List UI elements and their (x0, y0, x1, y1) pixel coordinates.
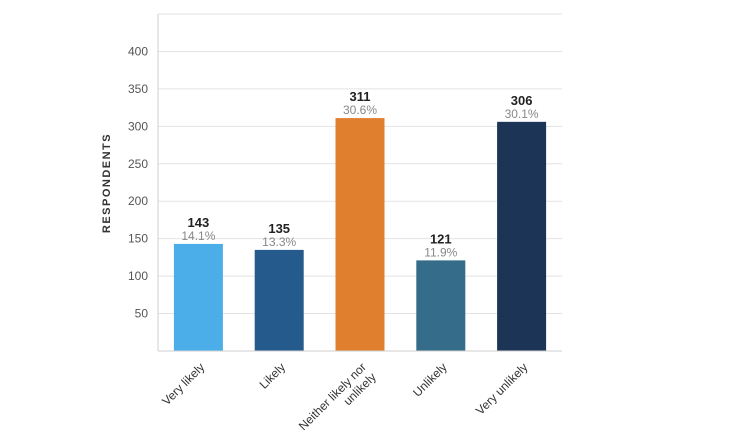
value-label: 311 (350, 89, 371, 104)
bar (335, 118, 385, 352)
x-tick-label: Unlikely (410, 360, 450, 400)
y-tick-label: 400 (128, 44, 148, 58)
percent-label: 30.1% (505, 107, 539, 121)
y-axis-ticks: 50 100 150 200 250 300 350 400 (128, 44, 148, 320)
y-tick-label: 250 (128, 157, 148, 171)
percent-label: 13.3% (262, 235, 296, 249)
x-tick-label: Very likely (159, 360, 207, 408)
x-tick-label: Very unlikely (473, 360, 531, 418)
value-label: 143 (188, 215, 210, 230)
x-tick-label: Likely (257, 360, 289, 392)
percent-label: 30.6% (343, 103, 377, 117)
value-label: 135 (268, 221, 290, 236)
x-tick-label-line: Likely (257, 360, 289, 392)
y-tick-label: 200 (128, 194, 148, 208)
bar (497, 121, 547, 351)
x-tick-label-line: Very likely (159, 360, 207, 408)
value-label: 121 (430, 231, 452, 246)
y-tick-label: 300 (128, 119, 148, 133)
bar (416, 260, 466, 351)
x-axis-tick-labels: Very likely Likely Neither likely norunlik… (159, 360, 531, 433)
bars (173, 118, 547, 352)
y-tick-label: 50 (135, 307, 149, 321)
percent-label: 14.1% (181, 229, 215, 243)
bar (254, 249, 304, 351)
y-tick-label: 350 (128, 82, 148, 96)
y-tick-label: 150 (128, 232, 148, 246)
x-tick-label-line: Unlikely (410, 360, 450, 400)
value-label: 306 (511, 93, 533, 108)
percent-label: 11.9% (424, 245, 457, 259)
x-tick-label-line: Very unlikely (473, 360, 531, 418)
y-axis-label: RESPONDENTS (101, 133, 113, 233)
y-tick-label: 100 (128, 269, 148, 283)
bar (173, 243, 223, 351)
